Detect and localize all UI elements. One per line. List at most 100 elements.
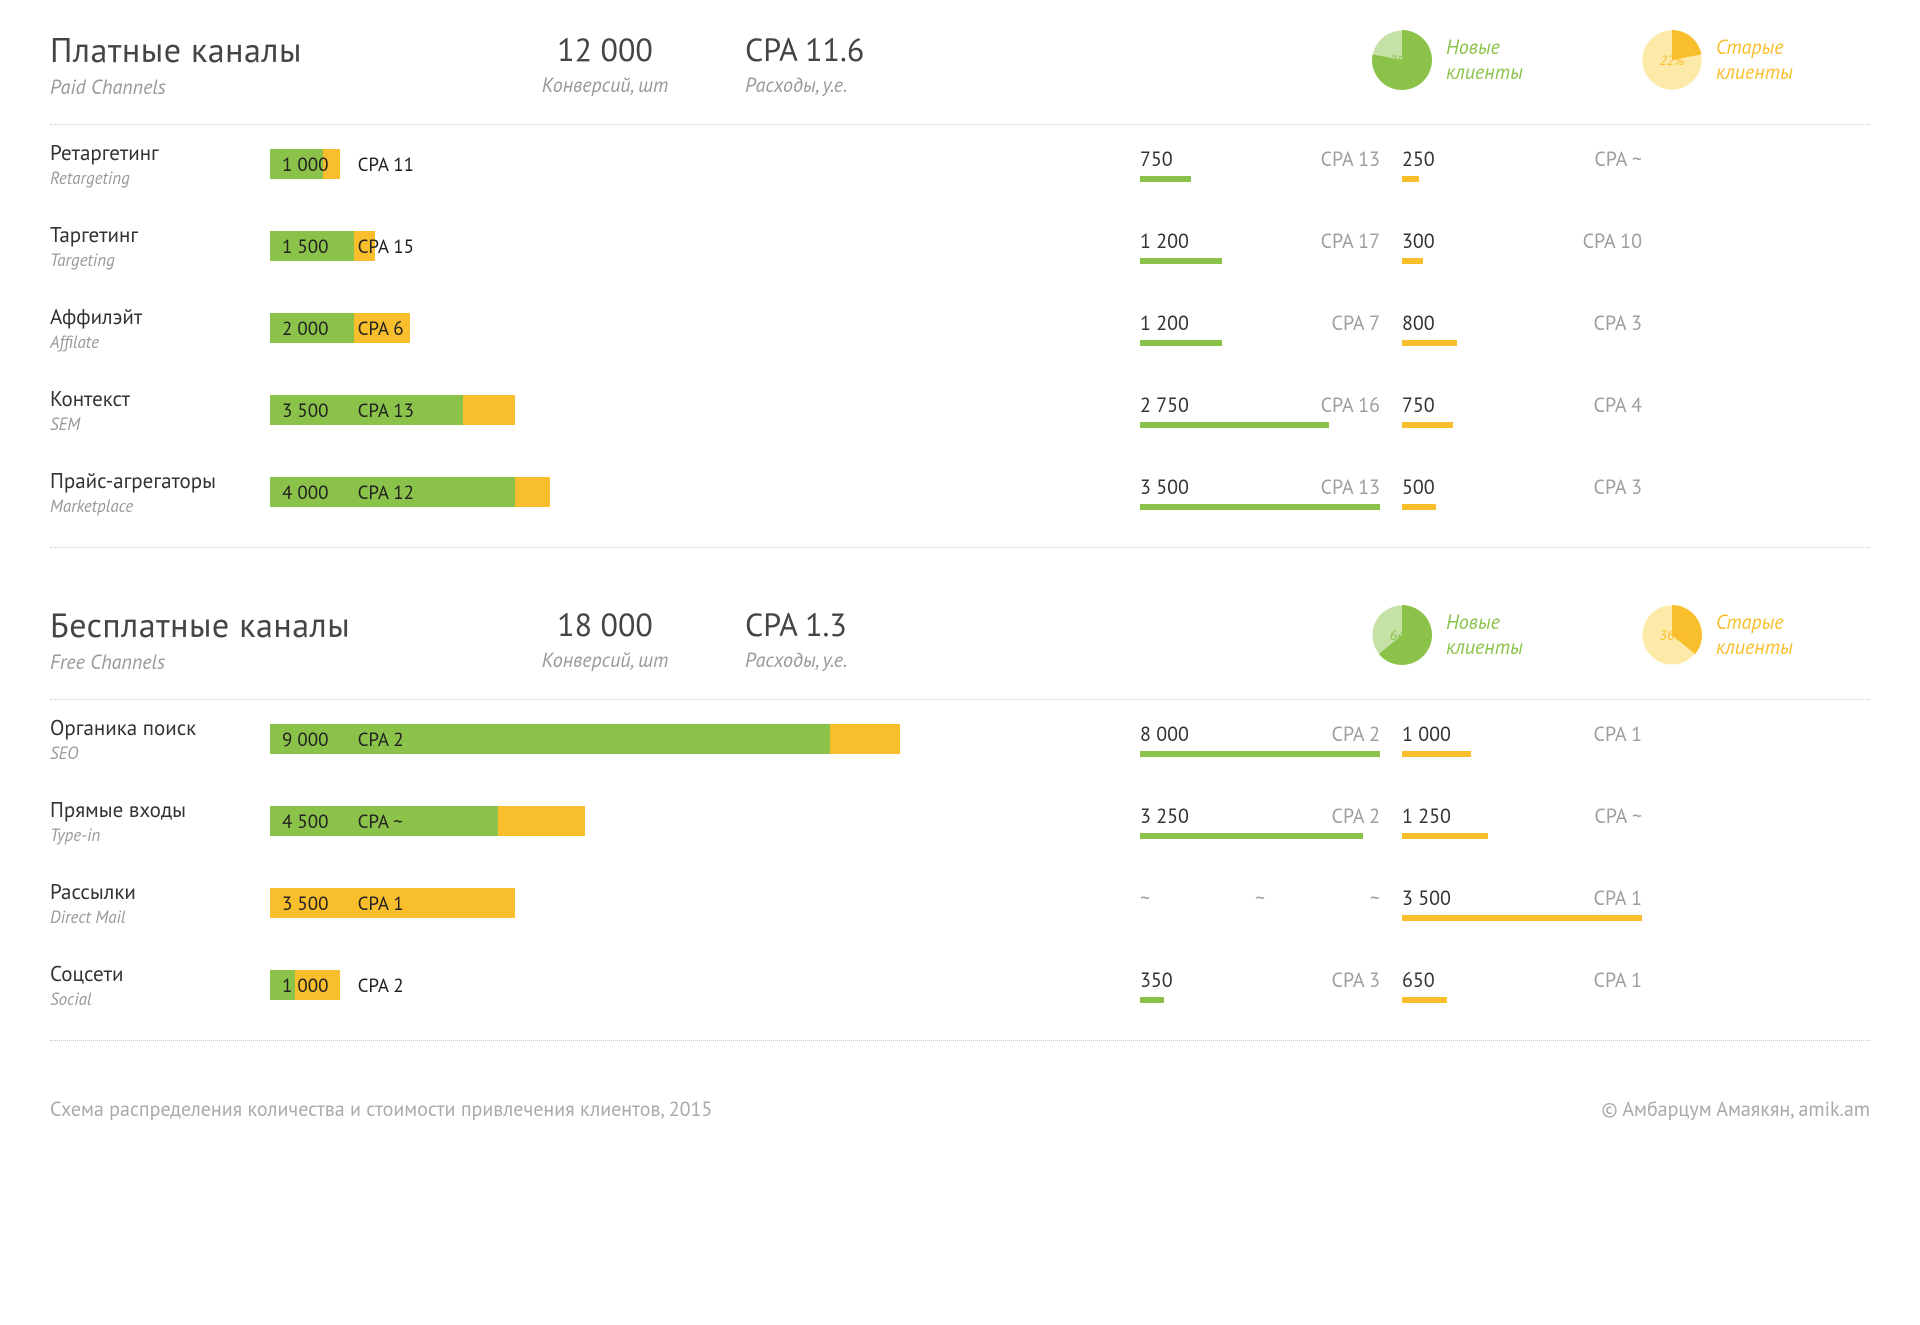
new-client-bar [1140, 422, 1329, 428]
bar-total: 2 000 [282, 317, 329, 341]
channel-row: Прайс-агрегаторы Marketplace 4 000 CPA 1… [50, 453, 1870, 535]
bar-cpa: CPA 1 [358, 892, 404, 916]
channel-row: Ретаргетинг Retargeting 1 000 CPA 11 750… [50, 125, 1870, 207]
section-rows: Органика поиск SEO 9 000 CPA 2 8 000 CPA… [50, 700, 1870, 1041]
new-client-cell: ~ ~ ~ [1140, 885, 1380, 921]
channel-title: Соцсети [50, 960, 270, 987]
old-client-cell: 1 250 CPA ~ [1402, 803, 1642, 839]
old-value: 1 250 [1402, 803, 1451, 829]
channel-subtitle: Targeting [50, 249, 270, 271]
bar-cpa: CPA 6 [358, 317, 404, 341]
old-client-cell: 250 CPA ~ [1402, 146, 1642, 182]
old-client-cell: 3 500 CPA 1 [1402, 885, 1642, 921]
old-cpa: CPA 1 [1594, 885, 1642, 911]
new-cpa: CPA 16 [1321, 392, 1380, 418]
old-client-bar [1402, 751, 1471, 757]
new-client-bar [1140, 258, 1222, 264]
channel-bar: 1 000 CPA 11 [270, 143, 1140, 185]
channel-subtitle: SEM [50, 413, 270, 435]
channel-bar: 4 500 CPA ~ [270, 800, 1140, 842]
cpa-label: Расходы, у.е. [745, 72, 935, 98]
pie-new-clients: 64% Новыеклиенты [1370, 603, 1600, 667]
bar-cpa: CPA 12 [358, 481, 414, 505]
footer: Схема распределения количества и стоимос… [50, 1096, 1870, 1122]
new-cpa: CPA 17 [1321, 228, 1380, 254]
channel-title: Органика поиск [50, 714, 270, 741]
new-client-bar [1140, 997, 1164, 1003]
old-value: 3 500 [1402, 885, 1451, 911]
channel-bar: 4 000 CPA 12 [270, 471, 1140, 513]
section-rows: Ретаргетинг Retargeting 1 000 CPA 11 750… [50, 125, 1870, 548]
channel-subtitle: Affilate [50, 331, 270, 353]
new-value: ~ [1140, 885, 1150, 911]
channel-bar: 3 500 CPA 13 [270, 389, 1140, 431]
channel-title: Контекст [50, 385, 270, 412]
bar-cpa: CPA 15 [358, 235, 414, 259]
conversions-value: 12 000 [505, 28, 705, 70]
new-value: 1 200 [1140, 310, 1189, 336]
bar-cpa: CPA ~ [358, 810, 403, 834]
new-client-cell: 1 200 CPA 7 [1140, 310, 1380, 346]
old-cpa: CPA 1 [1594, 721, 1642, 747]
channel-bar: 3 500 CPA 1 [270, 882, 1140, 924]
cpa-value: CPA 1.3 [745, 603, 935, 645]
old-client-bar [1402, 833, 1488, 839]
channel-row: Органика поиск SEO 9 000 CPA 2 8 000 CPA… [50, 700, 1870, 782]
new-cpa: ~ [1370, 885, 1380, 911]
channel-subtitle: Direct Mail [50, 906, 270, 928]
bar-total: 4 500 [282, 810, 329, 834]
bar-cpa: CPA 11 [358, 153, 414, 177]
old-client-cell: 750 CPA 4 [1402, 392, 1642, 428]
pie-new-clients: 78% Новыеклиенты [1370, 28, 1600, 92]
channel-row: Контекст SEM 3 500 CPA 13 2 750 CPA 16 [50, 371, 1870, 453]
new-client-bar [1140, 340, 1222, 346]
old-client-bar [1402, 340, 1457, 346]
footer-left: Схема распределения количества и стоимос… [50, 1096, 712, 1122]
section-header: Платные каналы Paid Channels 12 000 Конв… [50, 28, 1870, 125]
old-cpa: CPA ~ [1594, 146, 1642, 172]
old-client-cell: 800 CPA 3 [1402, 310, 1642, 346]
new-value: 3 250 [1140, 803, 1189, 829]
old-client-cell: 650 CPA 1 [1402, 967, 1642, 1003]
cpa-value: CPA 11.6 [745, 28, 935, 70]
old-value: 800 [1402, 310, 1435, 336]
new-client-cell: 2 750 CPA 16 [1140, 392, 1380, 428]
old-cpa: CPA 1 [1594, 967, 1642, 993]
old-value: 1 000 [1402, 721, 1451, 747]
old-client-cell: 500 CPA 3 [1402, 474, 1642, 510]
new-client-bar [1140, 751, 1380, 757]
new-client-cell: 8 000 CPA 2 [1140, 721, 1380, 757]
bar-cpa: CPA 2 [358, 728, 404, 752]
channel-subtitle: Social [50, 988, 270, 1010]
old-value: 650 [1402, 967, 1435, 993]
channel-subtitle: Retargeting [50, 167, 270, 189]
channel-subtitle: Type-in [50, 824, 270, 846]
old-value: 300 [1402, 228, 1435, 254]
old-client-bar [1402, 997, 1447, 1003]
old-client-bar [1402, 504, 1436, 510]
channel-bar: 1 500 CPA 15 [270, 225, 1140, 267]
old-value: 750 [1402, 392, 1435, 418]
channel-row: Рассылки Direct Mail 3 500 CPA 1 ~ ~ ~ [50, 864, 1870, 946]
new-client-bar [1140, 176, 1191, 182]
new-value: 750 [1140, 146, 1173, 172]
conversions-label: Конверсий, шт [505, 72, 705, 98]
channel-row: Прямые входы Type-in 4 500 CPA ~ 3 250 C… [50, 782, 1870, 864]
channel-title: Таргетинг [50, 221, 270, 248]
section-subtitle: Free Channels [50, 649, 505, 675]
pie-old-clients: 36% Старыеклиенты [1640, 603, 1870, 667]
new-client-cell: 3 500 CPA 13 [1140, 474, 1380, 510]
old-value: 250 [1402, 146, 1435, 172]
channel-row: Таргетинг Targeting 1 500 CPA 15 1 200 C… [50, 207, 1870, 289]
section-title: Платные каналы [50, 28, 505, 72]
old-client-bar [1402, 915, 1642, 921]
bar-cpa: CPA 13 [358, 399, 414, 423]
old-cpa: CPA 3 [1594, 474, 1642, 500]
old-value: 500 [1402, 474, 1435, 500]
cpa-label: Расходы, у.е. [745, 647, 935, 673]
channel-title: Рассылки [50, 878, 270, 905]
new-value: 1 200 [1140, 228, 1189, 254]
conversions-label: Конверсий, шт [505, 647, 705, 673]
old-client-bar [1402, 176, 1419, 182]
conversions-value: 18 000 [505, 603, 705, 645]
